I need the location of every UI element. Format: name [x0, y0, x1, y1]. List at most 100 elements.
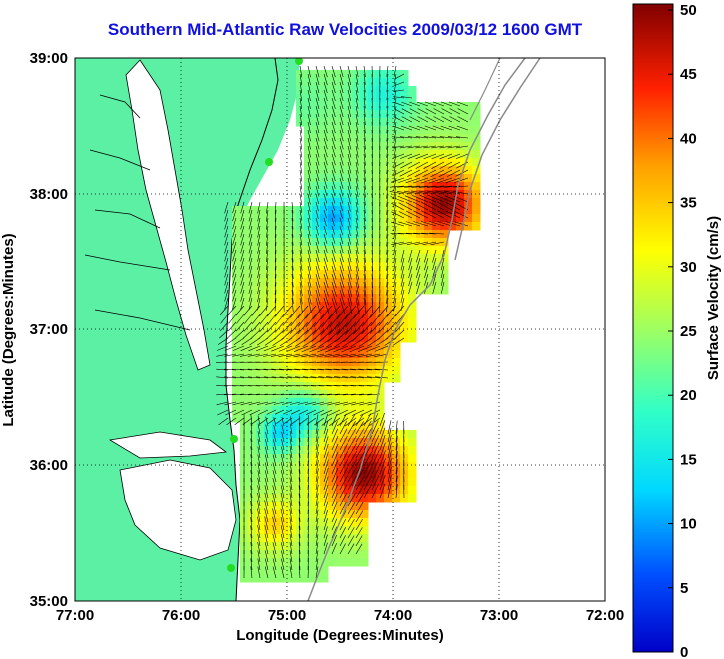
velocity-arrow: [455, 153, 469, 159]
velocity-arrow: [432, 249, 437, 263]
velocity-cell: [296, 486, 305, 495]
velocity-arrow: [219, 329, 229, 339]
velocity-cell: [392, 446, 401, 455]
colorbar-tick-label: 35: [680, 195, 697, 212]
velocity-arrow: [331, 65, 336, 78]
velocity-cell: [280, 526, 289, 535]
velocity-cell: [288, 470, 297, 479]
velocity-arrow: [339, 217, 343, 227]
velocity-arrow: [355, 265, 359, 280]
velocity-cell: [360, 518, 369, 527]
velocity-arrow: [363, 137, 366, 150]
velocity-cell: [368, 326, 377, 335]
velocity-arrow: [299, 257, 303, 271]
velocity-cell: [456, 222, 465, 231]
velocity-arrow: [392, 136, 405, 139]
velocity-arrow: [415, 153, 429, 160]
velocity-cell: [352, 310, 361, 319]
velocity-arrow: [371, 273, 373, 289]
velocity-arrow: [298, 445, 301, 459]
velocity-cell: [296, 422, 305, 431]
velocity-arrow: [409, 101, 421, 107]
velocity-cell: [384, 478, 393, 487]
velocity-arrow: [363, 249, 366, 263]
velocity-cell: [320, 326, 329, 335]
velocity-cell: [312, 310, 321, 319]
velocity-arrow: [331, 518, 338, 531]
velocity-arrow: [447, 145, 461, 149]
velocity-cell: [248, 422, 257, 431]
velocity-cell: [336, 534, 345, 543]
velocity-cell: [256, 478, 265, 487]
velocity-arrow: [347, 413, 356, 427]
velocity-arrow: [331, 484, 338, 499]
velocity-arrow: [291, 241, 294, 255]
velocity-arrow: [307, 225, 311, 237]
velocity-arrow: [315, 550, 319, 563]
velocity-arrow: [331, 542, 337, 555]
velocity-arrow: [339, 467, 348, 483]
velocity-arrow: [323, 265, 329, 280]
velocity-cell: [472, 182, 481, 191]
velocity-arrow: [272, 337, 285, 346]
velocity-arrow: [375, 337, 389, 347]
velocity-arrow: [370, 313, 381, 327]
velocity-arrow: [347, 169, 352, 182]
velocity-arrow: [359, 393, 373, 396]
velocity-arrow: [331, 97, 336, 109]
velocity-cell: [400, 102, 409, 111]
velocity-cell: [288, 566, 297, 575]
velocity-arrow: [299, 97, 303, 110]
velocity-cell: [272, 406, 281, 415]
velocity-arrow: [265, 273, 269, 287]
velocity-cell: [360, 310, 369, 319]
velocity-arrow: [319, 401, 333, 406]
velocity-arrow: [216, 401, 229, 406]
velocity-arrow: [312, 321, 325, 335]
velocity-cell: [264, 502, 273, 511]
velocity-cell: [400, 110, 409, 119]
velocity-arrow: [363, 281, 367, 297]
velocity-arrow: [341, 368, 357, 371]
velocity-arrow: [240, 345, 253, 351]
velocity-arrow: [347, 281, 352, 297]
velocity-arrow: [315, 137, 320, 150]
velocity-cell: [408, 246, 417, 255]
velocity-arrow: [248, 273, 253, 286]
velocity-arrow: [393, 273, 397, 287]
velocity-arrow: [272, 470, 277, 483]
velocity-cell: [320, 550, 329, 559]
velocity-arrow: [289, 393, 301, 396]
velocity-arrow: [307, 273, 312, 288]
velocity-cell: [272, 454, 281, 463]
velocity-arrow: [432, 281, 437, 294]
velocity-cell: [408, 182, 417, 191]
velocity-cell: [392, 302, 401, 311]
velocity-cell: [352, 470, 361, 479]
velocity-arrow: [259, 417, 269, 425]
velocity-arrow: [339, 543, 346, 555]
velocity-cell: [296, 502, 305, 511]
velocity-cell: [296, 310, 305, 319]
velocity-cell: [232, 286, 241, 295]
velocity-arrow: [272, 454, 277, 467]
velocity-cell: [328, 302, 337, 311]
velocity-arrow: [413, 210, 429, 219]
velocity-arrow: [355, 217, 359, 229]
velocity-arrow: [398, 211, 413, 219]
velocity-cell: [368, 462, 377, 471]
velocity-cell: [256, 342, 265, 351]
velocity-arrow: [220, 313, 229, 324]
velocity-cell: [344, 454, 353, 463]
velocity-arrow: [355, 81, 359, 93]
velocity-arrow: [331, 451, 339, 467]
velocity-arrow: [386, 89, 389, 101]
velocity-arrow: [315, 501, 319, 515]
velocity-arrow: [315, 169, 320, 182]
velocity-arrow: [393, 289, 397, 304]
velocity-cell: [400, 222, 409, 231]
velocity-arrow: [358, 368, 373, 371]
velocity-cell: [320, 382, 329, 391]
velocity-cell: [448, 166, 457, 175]
velocity-cell: [256, 350, 265, 359]
